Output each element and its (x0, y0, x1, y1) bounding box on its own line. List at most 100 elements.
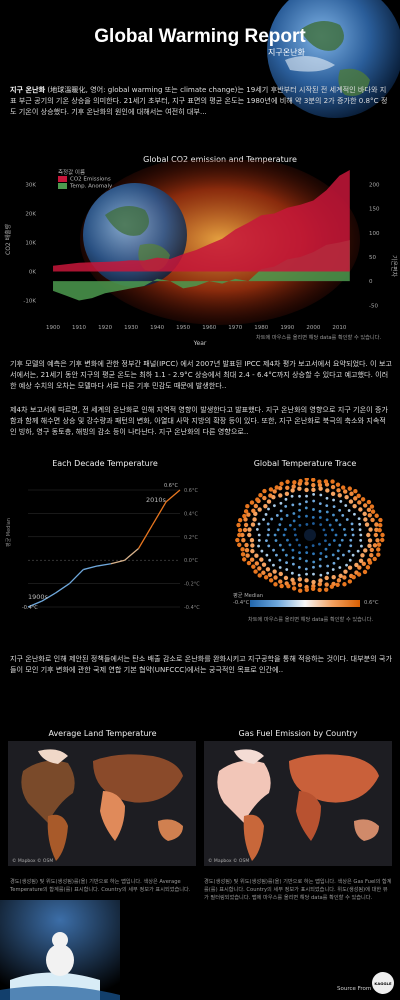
trace-point[interactable] (257, 573, 262, 578)
trace-point[interactable] (336, 549, 340, 553)
trace-point[interactable] (345, 563, 348, 567)
trace-point[interactable] (338, 508, 342, 512)
trace-point[interactable] (284, 553, 288, 557)
trace-point[interactable] (357, 517, 361, 520)
trace-point[interactable] (347, 486, 352, 491)
trace-point[interactable] (254, 561, 260, 566)
trace-point[interactable] (340, 538, 344, 542)
trace-point[interactable] (268, 558, 272, 562)
trace-point[interactable] (318, 486, 323, 491)
trace-point[interactable] (305, 572, 308, 576)
trace-point[interactable] (359, 533, 363, 537)
trace-point[interactable] (252, 517, 257, 522)
trace-point[interactable] (240, 552, 246, 557)
trace-point[interactable] (351, 553, 355, 557)
trace-point[interactable] (304, 578, 309, 583)
trace-point[interactable] (363, 503, 368, 508)
trace-point[interactable] (304, 487, 309, 493)
trace-point[interactable] (365, 565, 371, 570)
trace-point[interactable] (361, 561, 367, 567)
trace-point[interactable] (343, 569, 348, 574)
trace-point[interactable] (298, 478, 303, 484)
trace-point[interactable] (291, 484, 296, 489)
trace-point[interactable] (360, 553, 365, 558)
trace-point[interactable] (285, 514, 289, 517)
trace-point[interactable] (266, 522, 270, 526)
trace-point[interactable] (374, 513, 379, 518)
trace-point[interactable] (318, 564, 322, 568)
trace-point[interactable] (237, 517, 243, 523)
trace-point[interactable] (312, 499, 316, 503)
trace-point[interactable] (291, 586, 297, 591)
trace-point[interactable] (344, 494, 349, 500)
trace-point[interactable] (235, 537, 240, 543)
trace-point[interactable] (273, 533, 277, 537)
trace-point[interactable] (342, 527, 346, 531)
trace-point[interactable] (325, 518, 329, 522)
trace-point[interactable] (279, 481, 284, 486)
trace-point[interactable] (246, 512, 251, 517)
trace-point[interactable] (264, 513, 268, 516)
trace-point[interactable] (331, 575, 336, 580)
trace-point[interactable] (335, 582, 340, 587)
trace-point[interactable] (249, 500, 255, 505)
trace-point[interactable] (359, 538, 363, 542)
trace-point[interactable] (326, 564, 330, 568)
co2-legend-item-temp[interactable]: Temp. Anomaly (58, 182, 112, 189)
trace-point[interactable] (348, 499, 354, 504)
trace-point[interactable] (312, 572, 315, 576)
trace-point[interactable] (305, 500, 308, 504)
trace-point[interactable] (285, 485, 290, 490)
trace-point[interactable] (298, 551, 301, 555)
trace-point[interactable] (291, 556, 295, 560)
trace-point[interactable] (284, 491, 290, 496)
trace-point[interactable] (298, 557, 302, 560)
trace-point[interactable] (374, 522, 379, 527)
trace-point[interactable] (275, 514, 279, 517)
trace-point[interactable] (267, 572, 273, 578)
trace-point[interactable] (284, 497, 288, 501)
trace-point[interactable] (244, 542, 249, 548)
trace-point[interactable] (249, 557, 255, 562)
trace-point[interactable] (319, 551, 323, 555)
trace-point[interactable] (278, 571, 283, 577)
trace-point[interactable] (336, 578, 342, 583)
trace-point[interactable] (367, 560, 373, 565)
trace-point[interactable] (251, 508, 256, 513)
trace-point[interactable] (347, 549, 351, 553)
trace-point[interactable] (358, 528, 362, 532)
trace-point[interactable] (284, 504, 288, 508)
decade-line-segment[interactable] (124, 548, 139, 561)
trace-point[interactable] (356, 493, 361, 499)
trace-point[interactable] (247, 532, 252, 538)
decade-line-segment[interactable] (137, 524, 153, 549)
trace-point[interactable] (268, 487, 274, 492)
trace-point[interactable] (278, 523, 282, 527)
trace-point[interactable] (272, 563, 275, 567)
trace-point[interactable] (363, 548, 368, 553)
trace-point[interactable] (325, 510, 329, 514)
trace-point[interactable] (324, 587, 329, 592)
trace-point[interactable] (356, 572, 362, 577)
trace-point[interactable] (334, 533, 338, 537)
trace-point[interactable] (332, 539, 336, 542)
trace-point[interactable] (358, 558, 364, 564)
trace-point[interactable] (318, 502, 322, 506)
trace-point[interactable] (330, 479, 335, 484)
trace-point[interactable] (319, 523, 323, 527)
trace-point[interactable] (363, 517, 368, 522)
trace-point[interactable] (250, 543, 255, 548)
trace-point[interactable] (325, 488, 330, 493)
trace-point[interactable] (243, 517, 248, 522)
trace-point[interactable] (376, 552, 381, 557)
trace-point[interactable] (304, 567, 308, 571)
trace-point[interactable] (318, 516, 322, 519)
trace-point[interactable] (266, 533, 270, 537)
trace-point[interactable] (375, 538, 380, 543)
trace-point[interactable] (241, 557, 247, 562)
trace-point[interactable] (263, 503, 268, 509)
trace-point[interactable] (353, 496, 358, 501)
trace-point[interactable] (292, 519, 296, 523)
co2-chart[interactable]: 30K 20K 10K 0K -10K 200 150 100 50 0 -50 1900 1910 19… (0, 160, 400, 350)
trace-point[interactable] (257, 507, 262, 512)
